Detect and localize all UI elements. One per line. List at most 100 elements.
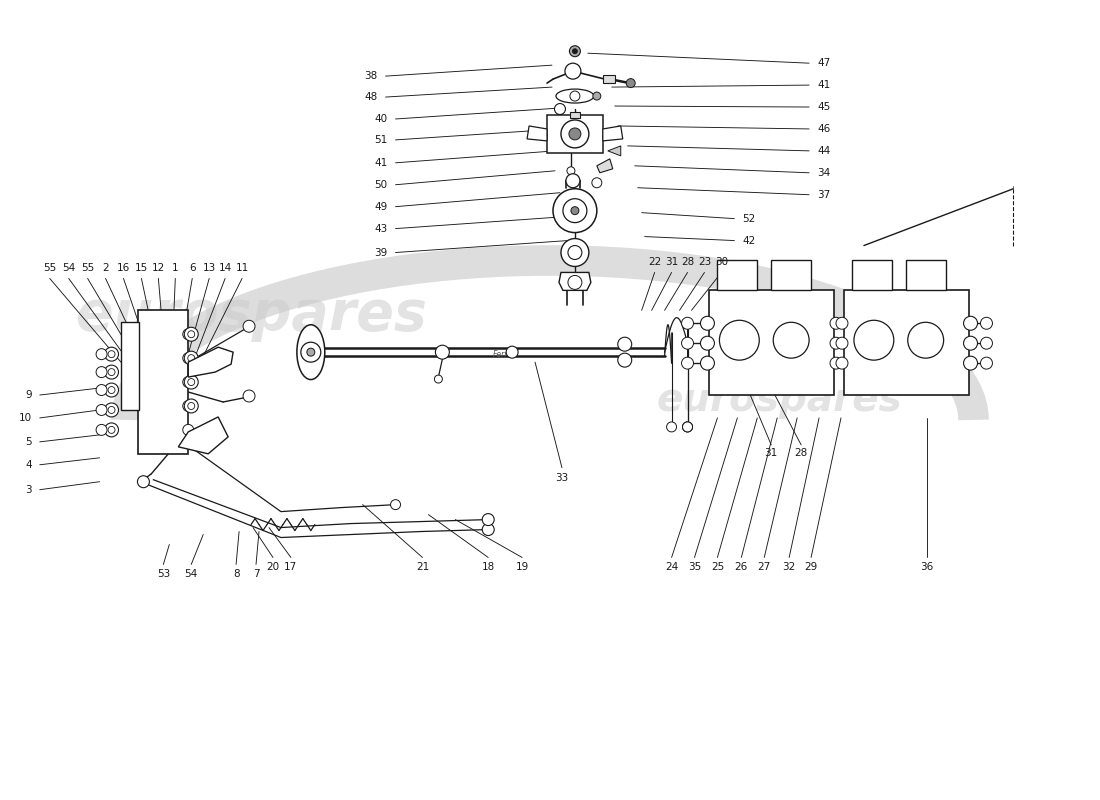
Text: 55: 55 [43, 263, 56, 274]
Circle shape [854, 320, 894, 360]
Circle shape [980, 357, 992, 369]
Circle shape [570, 46, 581, 57]
Circle shape [243, 390, 255, 402]
Circle shape [482, 514, 494, 526]
Text: 54: 54 [185, 570, 198, 579]
Circle shape [565, 63, 581, 79]
Text: 17: 17 [284, 562, 297, 573]
Circle shape [138, 476, 150, 488]
Bar [121, 322, 140, 410]
Circle shape [104, 347, 119, 361]
Text: 35: 35 [688, 562, 701, 573]
Text: 21: 21 [416, 562, 429, 573]
Bar [771, 261, 811, 290]
Polygon shape [603, 126, 623, 141]
Circle shape [569, 128, 581, 140]
Circle shape [618, 338, 631, 351]
Circle shape [701, 356, 714, 370]
Text: 1: 1 [172, 263, 178, 274]
Text: 42: 42 [742, 235, 756, 246]
Circle shape [719, 320, 759, 360]
Circle shape [572, 49, 578, 54]
Text: 31: 31 [666, 258, 679, 267]
Circle shape [188, 354, 195, 362]
Text: 31: 31 [764, 448, 778, 458]
Circle shape [701, 316, 714, 330]
Text: 13: 13 [202, 263, 216, 274]
Text: 22: 22 [648, 258, 661, 267]
Text: 52: 52 [742, 214, 756, 224]
Circle shape [108, 350, 115, 358]
Circle shape [108, 406, 115, 414]
Polygon shape [178, 417, 228, 454]
Text: 14: 14 [219, 263, 232, 274]
Text: 34: 34 [817, 168, 830, 178]
Bar [851, 261, 892, 290]
Text: 55: 55 [81, 263, 95, 274]
Text: 38: 38 [364, 71, 377, 81]
Bar [139, 310, 188, 454]
Text: 33: 33 [556, 473, 569, 482]
Circle shape [830, 318, 842, 330]
Polygon shape [597, 159, 613, 173]
Circle shape [96, 405, 107, 415]
Text: 6: 6 [189, 263, 196, 274]
Text: 18: 18 [482, 562, 495, 573]
Circle shape [830, 338, 842, 349]
Bar [905, 261, 946, 290]
Text: eurospares: eurospares [657, 381, 902, 419]
Text: 23: 23 [697, 258, 711, 267]
Circle shape [908, 322, 944, 358]
Circle shape [554, 103, 565, 114]
Circle shape [964, 356, 978, 370]
Circle shape [183, 401, 194, 411]
Circle shape [964, 316, 978, 330]
Text: 16: 16 [117, 263, 130, 274]
Circle shape [667, 422, 676, 432]
Text: eurospares: eurospares [76, 288, 427, 342]
Text: 41: 41 [374, 158, 387, 168]
Text: 53: 53 [156, 570, 170, 579]
Text: 26: 26 [735, 562, 748, 573]
Text: 40: 40 [374, 114, 387, 124]
Text: 10: 10 [19, 413, 32, 423]
Text: 4: 4 [25, 460, 32, 470]
Text: 51: 51 [374, 135, 387, 145]
Text: 15: 15 [135, 263, 149, 274]
Circle shape [96, 349, 107, 360]
Ellipse shape [556, 89, 594, 103]
Bar [570, 112, 580, 118]
Text: 27: 27 [758, 562, 771, 573]
Circle shape [434, 375, 442, 383]
Circle shape [183, 425, 194, 435]
Text: 11: 11 [235, 263, 249, 274]
Text: 50: 50 [374, 180, 387, 190]
Circle shape [682, 357, 693, 369]
Text: 28: 28 [794, 448, 807, 458]
Circle shape [104, 383, 119, 397]
Text: 48: 48 [364, 92, 377, 102]
Circle shape [773, 322, 810, 358]
Polygon shape [527, 126, 547, 141]
Bar [844, 290, 968, 395]
Circle shape [568, 246, 582, 259]
Text: 9: 9 [25, 390, 32, 400]
Circle shape [96, 385, 107, 395]
Circle shape [185, 399, 198, 413]
Circle shape [836, 357, 848, 369]
Circle shape [183, 377, 194, 387]
Circle shape [188, 330, 195, 338]
Text: 37: 37 [817, 190, 830, 200]
Bar [710, 290, 834, 395]
Circle shape [980, 318, 992, 330]
Circle shape [108, 386, 115, 394]
Text: 19: 19 [516, 562, 529, 573]
Circle shape [830, 357, 842, 369]
Circle shape [561, 120, 588, 148]
Polygon shape [608, 146, 620, 156]
Circle shape [188, 402, 195, 410]
Text: 3: 3 [25, 485, 32, 494]
Circle shape [626, 78, 635, 87]
Bar [717, 261, 757, 290]
Circle shape [570, 91, 580, 101]
